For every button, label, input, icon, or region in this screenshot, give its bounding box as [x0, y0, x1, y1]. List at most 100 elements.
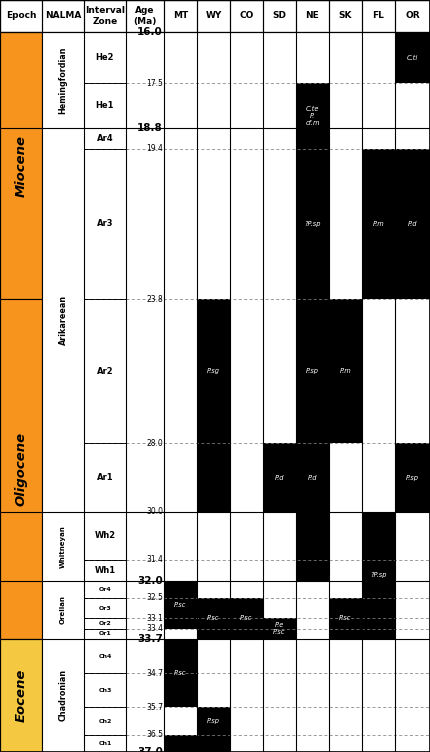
Text: 17.5: 17.5 [146, 79, 163, 88]
Text: ?P.sp: ?P.sp [304, 221, 321, 227]
Bar [0, 0, 430, 32]
Bar [164, 581, 197, 629]
Bar [197, 708, 230, 735]
Text: 28.0: 28.0 [146, 439, 163, 448]
Bar [164, 32, 197, 752]
Text: 33.7: 33.7 [137, 634, 163, 644]
Text: 30.0: 30.0 [146, 508, 163, 517]
Text: 16.0: 16.0 [137, 27, 163, 37]
Text: Eocene: Eocene [15, 669, 28, 722]
Text: SK: SK [339, 11, 352, 20]
Text: P.sp: P.sp [306, 368, 319, 374]
Bar [296, 83, 329, 149]
Text: Miocene: Miocene [15, 135, 28, 197]
Text: NE: NE [306, 11, 319, 20]
Bar [126, 32, 164, 752]
Bar [84, 708, 126, 735]
Text: Ch1: Ch1 [98, 741, 112, 746]
Text: 18.8: 18.8 [137, 123, 163, 133]
Text: 33.4: 33.4 [146, 624, 163, 633]
Text: FL: FL [372, 11, 384, 20]
Text: 19.4: 19.4 [146, 144, 163, 153]
Text: 33.1: 33.1 [146, 614, 163, 623]
Text: P.sp: P.sp [406, 475, 419, 481]
Text: P.e
P.sc: P.e P.sc [273, 622, 286, 635]
Bar [296, 299, 329, 444]
Bar [84, 629, 126, 639]
Text: Age
(Ma): Age (Ma) [133, 6, 157, 26]
Bar [395, 32, 430, 83]
Text: Ar1: Ar1 [97, 473, 114, 482]
Bar [296, 512, 329, 581]
Text: 23.8: 23.8 [146, 295, 163, 304]
Bar [0, 32, 42, 299]
Bar [0, 299, 42, 639]
Text: He1: He1 [96, 102, 114, 111]
Text: P.m: P.m [340, 368, 351, 374]
Bar [42, 581, 84, 639]
Text: Interval
Zone: Interval Zone [85, 6, 125, 26]
Text: Or3: Or3 [98, 605, 111, 611]
Bar [329, 32, 362, 752]
Text: P.d: P.d [275, 475, 284, 481]
Bar [84, 444, 126, 512]
Bar [84, 618, 126, 629]
Text: P.d: P.d [408, 221, 417, 227]
Text: Ar2: Ar2 [97, 367, 114, 376]
Text: P.sp: P.sp [207, 718, 220, 724]
Bar [42, 512, 84, 581]
Bar [84, 581, 126, 598]
Bar [84, 128, 126, 149]
Text: Or4: Or4 [98, 587, 111, 592]
Bar [197, 32, 230, 752]
Text: 34.7: 34.7 [146, 669, 163, 678]
Text: Wh2: Wh2 [95, 532, 116, 541]
Bar [84, 673, 126, 708]
Text: 36.5: 36.5 [146, 730, 163, 739]
Text: P.sc: P.sc [339, 615, 352, 621]
Text: Ch3: Ch3 [98, 688, 112, 693]
Text: 35.7: 35.7 [146, 703, 163, 712]
Bar [395, 32, 430, 752]
Text: OR: OR [405, 11, 420, 20]
Bar [230, 32, 263, 752]
Text: P.m: P.m [373, 221, 384, 227]
Text: P.sc: P.sc [174, 670, 187, 676]
Bar [230, 598, 263, 639]
Text: P.sg: P.sg [207, 368, 220, 374]
Text: Oligocene: Oligocene [15, 432, 28, 506]
Text: C.te
P.
cf.m: C.te P. cf.m [305, 106, 320, 126]
Bar [84, 149, 126, 299]
Bar [296, 149, 329, 299]
Text: P.sc: P.sc [207, 615, 220, 621]
Bar [197, 299, 230, 444]
Text: 37.0: 37.0 [137, 747, 163, 752]
Text: Or2: Or2 [98, 621, 111, 626]
Bar [84, 639, 126, 673]
Bar [197, 598, 230, 639]
Text: Ar3: Ar3 [97, 220, 113, 229]
Text: Hemingfordian: Hemingfordian [58, 47, 68, 114]
Text: He2: He2 [96, 53, 114, 62]
Bar [197, 444, 230, 512]
Bar [42, 128, 84, 512]
Text: 32.5: 32.5 [146, 593, 163, 602]
Bar [362, 32, 395, 752]
Text: Ch4: Ch4 [98, 653, 112, 659]
Bar [395, 444, 430, 512]
Text: Whitneyan: Whitneyan [60, 525, 66, 568]
Text: Wh1: Wh1 [95, 566, 116, 575]
Text: CO: CO [240, 11, 254, 20]
Bar [164, 735, 197, 752]
Text: Ar4: Ar4 [97, 134, 114, 143]
Bar [362, 149, 395, 299]
Bar [296, 32, 329, 752]
Bar [84, 32, 126, 83]
Text: P.sc: P.sc [240, 615, 253, 621]
Text: Orellan: Orellan [60, 596, 66, 624]
Bar [263, 32, 296, 752]
Text: NALMA: NALMA [45, 11, 81, 20]
Bar [395, 149, 430, 299]
Bar [42, 32, 84, 128]
Bar [84, 598, 126, 618]
